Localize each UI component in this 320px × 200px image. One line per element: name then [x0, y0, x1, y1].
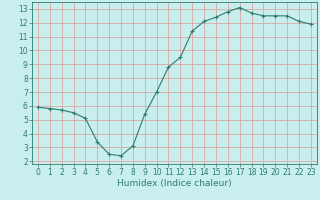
X-axis label: Humidex (Indice chaleur): Humidex (Indice chaleur) [117, 179, 232, 188]
